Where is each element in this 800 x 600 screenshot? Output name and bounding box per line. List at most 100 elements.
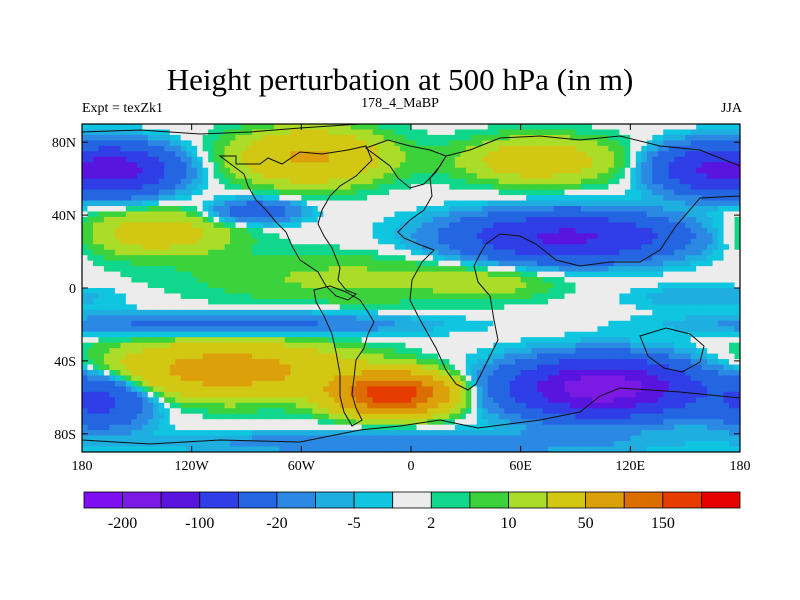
field-cell	[180, 156, 187, 163]
field-cell	[635, 320, 642, 327]
field-cell	[734, 260, 740, 267]
field-cell	[389, 189, 396, 196]
field-cell	[575, 282, 582, 289]
field-cell	[279, 167, 286, 174]
field-cell	[339, 348, 346, 355]
field-cell	[125, 342, 132, 349]
field-cell	[257, 200, 264, 207]
field-cell	[251, 216, 259, 223]
field-cell	[383, 282, 390, 289]
field-cell	[548, 304, 555, 311]
field-cell	[537, 238, 544, 245]
field-cell	[191, 167, 198, 174]
field-cell	[87, 342, 94, 349]
field-cell	[487, 189, 494, 196]
field-cell	[520, 200, 527, 207]
field-cell	[323, 233, 330, 240]
field-cell	[400, 255, 407, 262]
field-cell	[421, 124, 429, 131]
field-cell	[405, 216, 412, 223]
field-cell	[345, 293, 352, 300]
field-cell	[158, 255, 165, 262]
field-cell	[246, 145, 253, 152]
field-cell	[394, 266, 401, 273]
field-cell	[652, 184, 659, 191]
field-cell	[273, 211, 280, 218]
field-cell	[707, 222, 714, 229]
field-cell	[350, 222, 357, 229]
field-cell	[290, 206, 297, 213]
field-cell	[443, 304, 450, 311]
field-cell	[114, 151, 121, 158]
field-cell	[169, 244, 176, 251]
field-cell	[657, 298, 664, 305]
field-cell	[169, 167, 176, 174]
field-cell	[158, 167, 165, 174]
field-cell	[109, 195, 116, 202]
field-cell	[531, 211, 538, 218]
field-cell	[613, 282, 620, 289]
field-cell	[120, 233, 127, 240]
field-cell	[416, 200, 423, 207]
field-cell	[674, 200, 681, 207]
field-cell	[520, 244, 527, 251]
field-cell	[251, 173, 259, 180]
field-cell	[180, 244, 187, 251]
field-cell	[454, 124, 461, 131]
field-cell	[153, 140, 160, 147]
field-cell	[257, 315, 264, 322]
field-cell	[169, 293, 176, 300]
field-cell	[449, 216, 456, 223]
field-cell	[268, 348, 275, 355]
field-cell	[361, 260, 368, 267]
field-cell	[509, 189, 516, 196]
field-cell	[630, 271, 637, 278]
field-cell	[339, 173, 346, 180]
field-cell	[169, 277, 176, 284]
field-cell	[378, 309, 385, 316]
field-cell	[690, 233, 697, 240]
field-cell	[356, 348, 363, 355]
field-cell	[487, 173, 494, 180]
field-cell	[262, 227, 270, 234]
field-cell	[476, 288, 483, 295]
field-cell	[186, 238, 193, 245]
field-cell	[619, 304, 626, 311]
field-cell	[197, 293, 204, 300]
field-cell	[389, 249, 396, 256]
field-cell	[164, 331, 171, 338]
field-cell	[515, 173, 522, 180]
field-cell	[334, 227, 341, 234]
field-cell	[575, 216, 582, 223]
field-cell	[701, 227, 708, 234]
field-cell	[301, 315, 308, 322]
field-cell	[416, 129, 423, 136]
field-cell	[103, 260, 111, 267]
field-cell	[707, 304, 714, 311]
field-cell	[553, 266, 560, 273]
field-cell	[87, 260, 94, 267]
field-cell	[301, 238, 308, 245]
field-cell	[663, 156, 670, 163]
field-cell	[334, 162, 341, 169]
field-cell	[580, 309, 588, 316]
field-cell	[323, 140, 330, 147]
field-cell	[389, 315, 396, 322]
field-cell	[328, 298, 335, 305]
field-cell	[295, 233, 302, 240]
field-cell	[526, 206, 533, 213]
field-cell	[575, 320, 582, 327]
field-cell	[312, 134, 319, 141]
field-cell	[443, 293, 450, 300]
field-cell	[487, 227, 494, 234]
field-cell	[498, 260, 505, 267]
field-cell	[471, 134, 478, 141]
field-cell	[509, 244, 516, 251]
field-cell	[279, 326, 286, 333]
field-cell	[449, 178, 456, 185]
field-cell	[230, 266, 237, 273]
field-cell	[696, 331, 703, 338]
field-cell	[219, 331, 226, 338]
field-cell	[383, 216, 390, 223]
field-cell	[175, 309, 182, 316]
